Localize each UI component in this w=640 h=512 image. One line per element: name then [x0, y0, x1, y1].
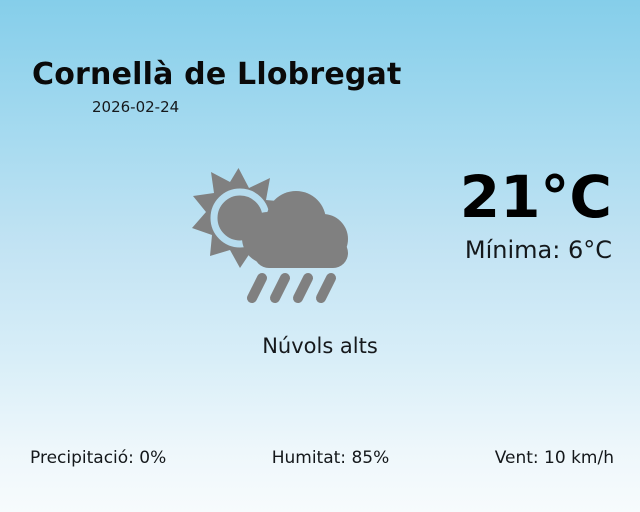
current-temperature: 21°C	[459, 163, 612, 231]
stat-precipitation: Precipitació: 0%	[30, 448, 167, 468]
cloud-icon	[242, 191, 348, 268]
header: Cornellà de Llobregat 2026-02-24	[32, 58, 402, 116]
page-title: Cornellà de Llobregat	[32, 57, 402, 92]
weather-condition-label: Núvols alts	[262, 334, 378, 358]
date-label: 2026-02-24	[92, 98, 180, 116]
temperature-block: 21°C Mínima: 6°C	[460, 168, 612, 264]
stat-wind: Vent: 10 km/h	[494, 448, 614, 468]
stat-humidity: Humitat: 85%	[271, 448, 390, 468]
stats-row: Precipitació: 0% Humitat: 85% Vent: 10 k…	[30, 448, 614, 468]
sun-behind-rain-cloud-icon	[190, 166, 355, 306]
rain-streaks-icon	[247, 273, 336, 303]
minimum-temperature: Mínima: 6°C	[464, 236, 612, 264]
